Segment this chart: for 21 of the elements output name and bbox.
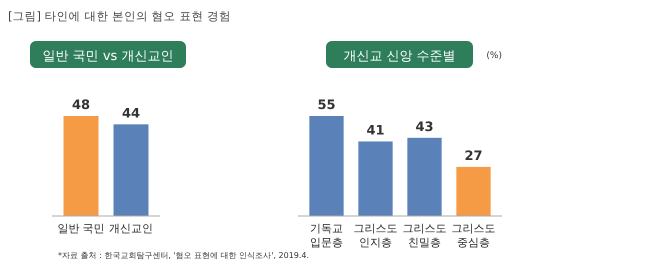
x-tick-label: 기독교 입문층 [310,222,343,249]
chart-subtitle: 개신교 신앙 수준별 [343,49,456,64]
bar [456,166,491,216]
data-label: 27 [464,148,483,164]
data-label: 55 [317,98,336,113]
text: *자료 출처 : 한국교회탐구센터, '혐오 표현에 대한 인식조사', 2019.4. [58,251,310,260]
x-tick-label: 그리스도 중심층 [452,222,496,249]
x-tick-label: 그리스도 친밀층 [402,222,446,249]
bar [407,138,442,216]
x-tick-label: 일반 국민 [57,222,105,235]
bar [358,141,393,216]
data-label: 48 [72,98,90,113]
x-tick-label: 그리스도 인지층 [354,222,398,249]
data-label: 43 [415,120,434,135]
chart-subtitle: 일반 국민 vs 개신교인 [42,49,174,64]
bar [309,116,344,216]
data-label: 44 [122,106,140,122]
x-tick-label: 개신교인 [109,222,153,235]
chart-title: [그림] 타인에 대한 본인의 혐오 표현 경험 [8,9,231,23]
y-axis-title: (%) [486,51,502,61]
data-label: 41 [366,123,385,138]
